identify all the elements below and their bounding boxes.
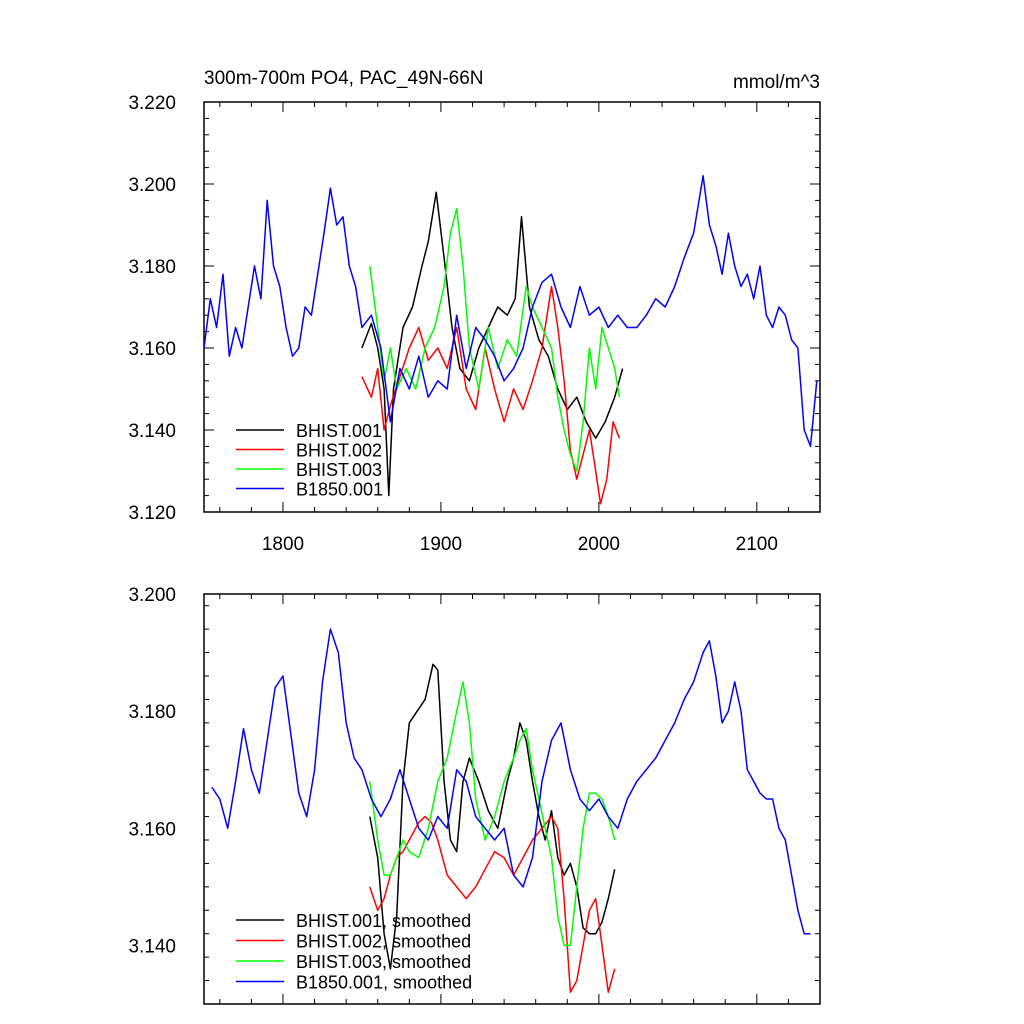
y-tick-label: 3.120 bbox=[128, 503, 176, 524]
y-tick-label: 3.140 bbox=[128, 936, 176, 957]
bottom-plot-frame bbox=[203, 593, 821, 1005]
y-tick-label: 3.180 bbox=[128, 257, 176, 278]
bottom-panel: 3.140 3.160 3.180 3.200 BHIST.001, smoothed… bbox=[128, 585, 821, 1005]
x-tick-label: 1900 bbox=[420, 534, 462, 555]
top-panel: 300m-700m PO4, PAC_49N-66N mmol/m^3 1800… bbox=[128, 68, 821, 555]
series-line bbox=[369, 815, 616, 994]
series-line bbox=[204, 175, 818, 448]
series-line bbox=[361, 285, 621, 505]
y-tick-label: 3.200 bbox=[128, 585, 176, 606]
legend-label: BHIST.001, smoothed bbox=[296, 911, 471, 931]
bottom-axis-ticks: 3.140 3.160 3.180 3.200 bbox=[128, 585, 821, 1005]
series-line bbox=[369, 681, 616, 947]
legend-label: BHIST.002, smoothed bbox=[296, 932, 471, 952]
y-tick-label: 3.160 bbox=[128, 339, 176, 360]
top-axis-ticks: 1800 1900 2000 2100 3.120 3.140 3.160 3.180 3.20… bbox=[128, 93, 821, 555]
y-tick-label: 3.220 bbox=[128, 93, 176, 114]
top-series-lines bbox=[204, 175, 818, 505]
legend-label: BHIST.001 bbox=[296, 421, 382, 441]
y-tick-label: 3.160 bbox=[128, 819, 176, 840]
y-tick-label: 3.200 bbox=[128, 175, 176, 196]
legend-label: BHIST.003, smoothed bbox=[296, 952, 471, 972]
x-tick-label: 2000 bbox=[578, 534, 620, 555]
legend-label: BHIST.003 bbox=[296, 460, 382, 480]
units-label: mmol/m^3 bbox=[733, 72, 820, 93]
series-line bbox=[211, 628, 811, 935]
x-tick-label: 1800 bbox=[262, 534, 304, 555]
bottom-series-lines bbox=[211, 628, 811, 994]
legend-label: B1850.001, smoothed bbox=[296, 973, 472, 993]
x-tick-label: 2100 bbox=[736, 534, 778, 555]
legend-label: BHIST.002 bbox=[296, 441, 382, 461]
series-line bbox=[369, 207, 621, 472]
legend-label: B1850.001 bbox=[296, 480, 383, 500]
top-plot-frame bbox=[203, 101, 821, 513]
y-tick-label: 3.180 bbox=[128, 702, 176, 723]
top-panel-title: 300m-700m PO4, PAC_49N-66N bbox=[204, 68, 484, 89]
y-tick-label: 3.140 bbox=[128, 421, 176, 442]
